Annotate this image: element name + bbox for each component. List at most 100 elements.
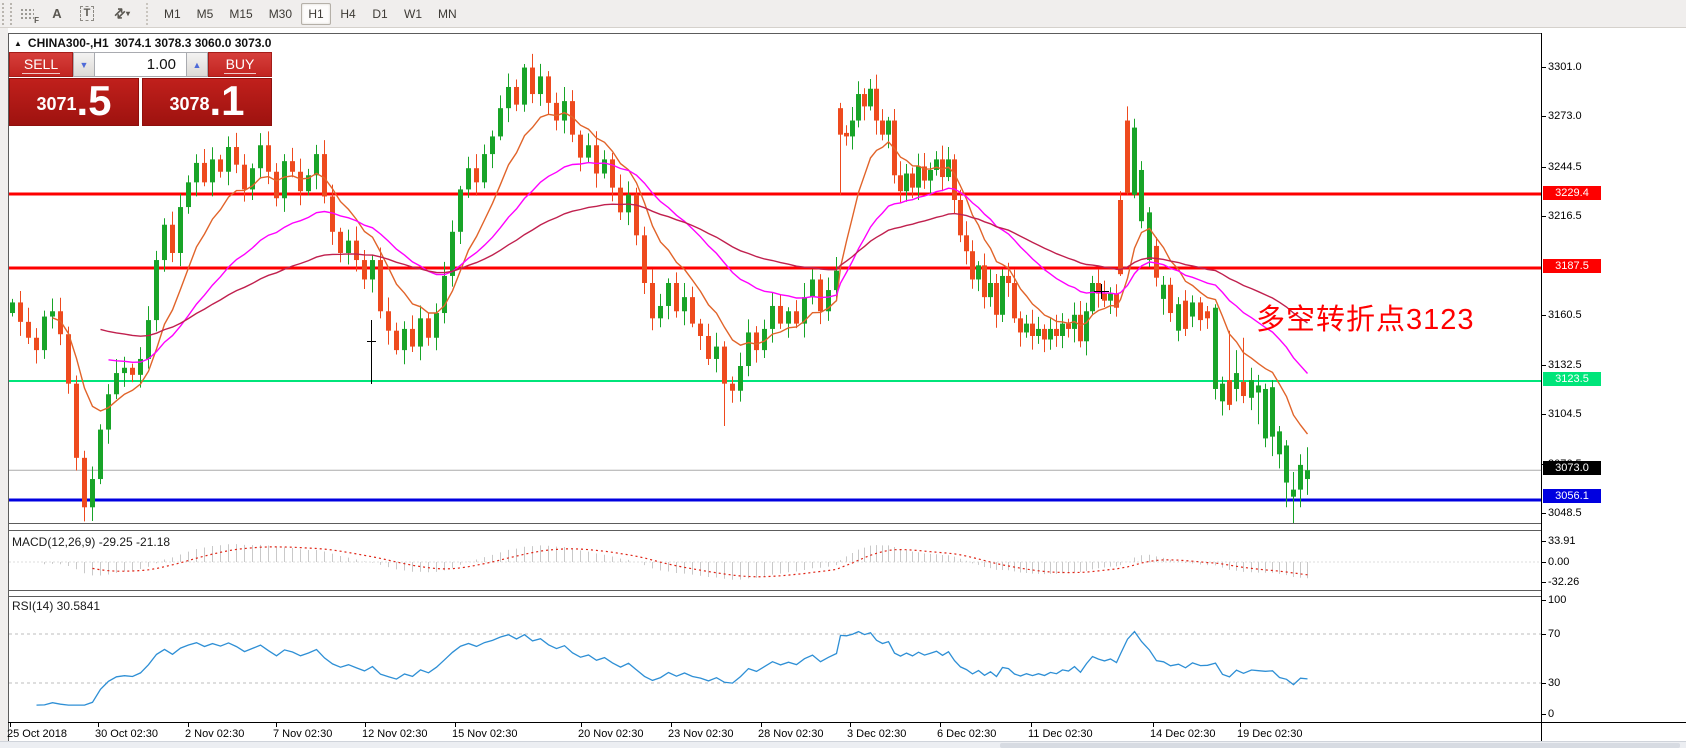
bid-price-display[interactable]: 3071 .5 <box>9 78 139 126</box>
candle <box>1090 283 1095 312</box>
volume-input[interactable] <box>95 52 186 77</box>
volume-decrease-button[interactable]: ▼ <box>73 52 95 77</box>
rsi-pane[interactable] <box>9 597 1541 722</box>
macd-tick <box>1541 541 1546 542</box>
price-tick <box>1541 315 1546 316</box>
time-axis-border <box>0 722 1686 723</box>
candle <box>562 101 567 121</box>
candle <box>802 297 807 324</box>
candle <box>1006 275 1011 284</box>
candle <box>1168 284 1173 314</box>
timeframe-button-w1[interactable]: W1 <box>404 6 423 21</box>
text-box-icon[interactable]: T <box>74 3 100 25</box>
horizontal-scrollbar[interactable] <box>0 741 1686 748</box>
candle <box>1024 323 1029 333</box>
price-tick <box>1541 513 1546 514</box>
candle <box>874 88 879 121</box>
price-tick <box>1541 216 1546 217</box>
candle <box>1102 293 1107 301</box>
timeframe-buttons: M1 M5 M15 M30 H1 H4 D1 W1 MN <box>156 2 465 25</box>
candle <box>418 318 423 347</box>
candle <box>1108 293 1113 301</box>
timeframe-button-m30[interactable]: M30 <box>268 6 293 21</box>
candle <box>202 162 207 183</box>
candle <box>1183 300 1188 329</box>
candle <box>898 175 903 192</box>
chart-area[interactable]: ▲ CHINA300-,H1 3074.1 3078.3 3060.0 3073… <box>0 28 1686 748</box>
timeframe-button-mn[interactable]: MN <box>438 6 457 21</box>
volume-increase-button[interactable]: ▲ <box>186 52 208 77</box>
candle <box>1256 385 1261 393</box>
text-label-icon[interactable]: A <box>44 3 70 25</box>
timeframe-button-m1[interactable]: M1 <box>164 6 181 21</box>
candle <box>554 102 559 121</box>
candle <box>916 166 921 188</box>
one-click-trade-panel: SELL ▼ ▲ BUY 3071 .5 3078 .1 <box>9 52 272 126</box>
candle <box>426 318 431 338</box>
chart-annotation-text[interactable]: 多空转折点3123 <box>1256 304 1475 336</box>
chart-grid-icon[interactable]: F <box>14 3 40 25</box>
sell-button[interactable]: SELL <box>9 52 73 77</box>
price-tick-label: 3132.5 <box>1548 359 1582 371</box>
price-pane[interactable] <box>9 34 1541 523</box>
candle <box>594 145 599 174</box>
candle <box>90 479 95 508</box>
time-tick <box>1031 723 1032 727</box>
timeframe-button-h4[interactable]: H4 <box>340 6 356 21</box>
time-label: 14 Dec 02:30 <box>1150 728 1216 740</box>
time-label: 6 Dec 02:30 <box>937 728 997 740</box>
candle <box>1205 311 1210 319</box>
candle <box>1096 283 1101 294</box>
candle <box>1291 489 1296 497</box>
ask-price-display[interactable]: 3078 .1 <box>142 78 272 126</box>
candle <box>1054 328 1059 336</box>
ma-fast-line <box>52 111 1309 435</box>
candle <box>26 321 31 338</box>
time-label: 15 Nov 02:30 <box>452 728 518 740</box>
timeframe-button-d1[interactable]: D1 <box>372 6 388 21</box>
candle <box>910 173 915 188</box>
sell-label: SELL <box>21 55 61 74</box>
candle <box>146 320 151 359</box>
candle <box>658 305 663 319</box>
candle <box>862 94 867 107</box>
candle <box>1114 293 1119 308</box>
candle <box>886 120 891 135</box>
pane-separator[interactable] <box>8 590 1542 591</box>
candle <box>394 330 399 351</box>
collapse-arrow-icon[interactable]: ▲ <box>14 38 22 48</box>
price-badge-3056.1: 3056.1 <box>1543 489 1601 503</box>
candle <box>298 171 303 192</box>
candle <box>1154 245 1159 278</box>
buy-button[interactable]: BUY <box>208 52 272 77</box>
price-badge-3187.5: 3187.5 <box>1543 259 1601 273</box>
candle <box>618 187 623 213</box>
candle <box>210 159 215 183</box>
candle <box>1012 283 1017 319</box>
candle <box>234 147 239 165</box>
candle <box>904 173 909 192</box>
candle <box>786 311 791 324</box>
candle <box>530 67 535 95</box>
timeframe-button-m15[interactable]: M15 <box>229 6 253 21</box>
time-label: 12 Nov 02:30 <box>362 728 428 740</box>
timeframe-button-h1[interactable]: H1 <box>301 2 332 25</box>
scrollbar-thumb[interactable] <box>1000 743 1680 748</box>
candle <box>1018 318 1023 333</box>
price-badge-3123.5: 3123.5 <box>1543 372 1601 386</box>
pane-separator[interactable] <box>8 523 1542 524</box>
ask-fraction: .1 <box>209 77 245 124</box>
toolbar-drag-handle[interactable] <box>2 2 12 25</box>
candle <box>1066 323 1071 329</box>
candle <box>844 132 849 137</box>
timeframe-button-m5[interactable]: M5 <box>196 6 214 21</box>
macd-pane[interactable] <box>9 531 1541 590</box>
time-tick <box>10 723 11 727</box>
candle <box>442 275 447 314</box>
rsi-tick-label: 30 <box>1548 677 1561 689</box>
rsi-label: RSI(14) 30.5841 <box>12 599 101 613</box>
crosshair-cycle-icon[interactable]: ⇅ ▾ <box>104 3 140 25</box>
time-label: 11 Dec 02:30 <box>1028 728 1093 740</box>
candle <box>1084 311 1089 342</box>
drawn-vertical-line[interactable] <box>371 320 372 384</box>
